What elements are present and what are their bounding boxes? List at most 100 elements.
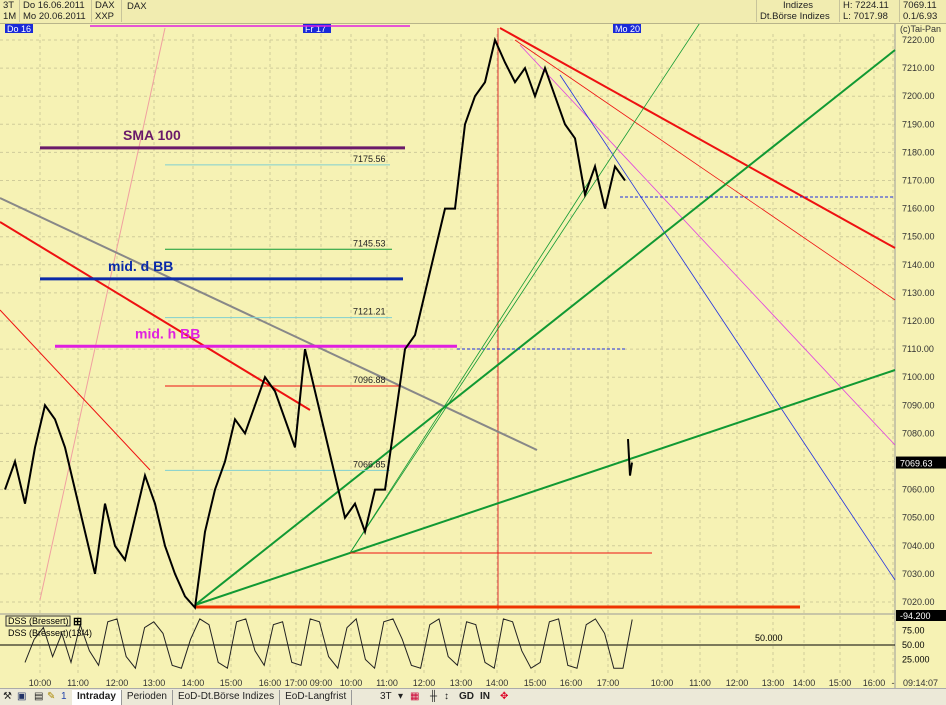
in-button[interactable]: IN [480, 691, 490, 702]
day-marker-bg [303, 24, 331, 33]
price-chart[interactable]: Do 16 Fr 17 Mo 20 7020.00 7030.00 7040.00 7050… [0, 24, 946, 688]
level-label: 7066.85 [353, 459, 386, 469]
time-tick: 12:00 [726, 678, 749, 688]
oscillator-tick: 25.000 [902, 655, 930, 665]
low: L: 7017.98 [840, 11, 900, 22]
updown-icon[interactable]: ↕ [444, 691, 449, 702]
tab-eod-indizes[interactable]: EoD-Dt.Börse Indizes [173, 690, 281, 705]
trend-line [194, 49, 896, 606]
day-marker: Mo 20 [615, 24, 640, 34]
price-tick: 7140.00 [902, 260, 935, 270]
time-tick: 17:00 [285, 678, 308, 688]
day-marker-bg [613, 24, 641, 33]
day-marker: Fr 17 [305, 24, 326, 34]
hammer-icon[interactable]: ⚒ [3, 691, 12, 702]
market: Indizes [756, 0, 840, 11]
tab-perioden[interactable]: Perioden [122, 690, 173, 705]
time-tick: 14:00 [793, 678, 816, 688]
tab-bar: Intraday Perioden EoD-Dt.Börse Indizes E… [72, 690, 353, 705]
day-marker-bg [5, 24, 33, 33]
save-icon[interactable]: ▤ [34, 691, 44, 702]
time-tick: 16:00 [259, 678, 282, 688]
tab-intraday[interactable]: Intraday [72, 690, 122, 705]
price-series [4, 36, 626, 610]
price-tick: 7210.00 [902, 63, 935, 73]
level-label: 7145.53 [353, 238, 386, 248]
time-tick: 15:00 [220, 678, 243, 688]
price-tick: 7150.00 [902, 232, 935, 242]
price-tick: 7080.00 [902, 428, 935, 438]
gd-button[interactable]: GD [459, 691, 474, 702]
chevron-down-icon[interactable]: ▾ [398, 691, 404, 702]
clock: 09:14:07 [903, 678, 938, 688]
trend-line [0, 221, 311, 411]
time-tick: 14:00 [486, 678, 509, 688]
colors-icon[interactable]: ✥ [500, 691, 509, 702]
time-tick: 11:00 [67, 678, 89, 688]
plus-icon: ⊞ [73, 616, 82, 628]
trend-line [514, 39, 896, 301]
price-tick: 7200.00 [902, 91, 935, 101]
time-tick: 17:00 [597, 678, 620, 688]
annotation-label: SMA 100 [123, 127, 181, 143]
time-tick: 10:00 [29, 678, 52, 688]
chart-title: DAX [127, 1, 147, 12]
exchange-code: XXP [92, 11, 122, 22]
oscillator-value-box [896, 610, 946, 621]
time-tick: 10:00 [340, 678, 363, 688]
time-tick: 13:00 [143, 678, 166, 688]
price-tick: 7130.00 [902, 288, 935, 298]
oscillator-tick: 50.00 [902, 640, 925, 650]
price-tick: 7190.00 [902, 119, 935, 129]
annotation-label: mid. d BB [108, 258, 173, 274]
change: 0.1/6.93 [903, 11, 938, 22]
trend-line [349, 179, 591, 554]
time-tick: 10:00 [651, 678, 674, 688]
oscillator-name: DSS (Bressert) [8, 616, 69, 626]
trend-line [194, 369, 896, 606]
price-tick: 7040.00 [902, 541, 935, 551]
end-date: Mo 20.06.2011 [20, 11, 92, 22]
price-tick: 7050.00 [902, 513, 935, 523]
trend-line [39, 27, 166, 601]
price-tick: 7100.00 [902, 372, 935, 382]
tab-eod-langfrist[interactable]: EoD-Langfrist [280, 690, 353, 705]
trend-line [349, 24, 700, 554]
oscillator-box [5, 615, 71, 627]
level-label: 7096.88 [353, 375, 386, 385]
toolbar: ⚒ ▣ ▤ ✎ 1 Intraday Perioden EoD-Dt.Börse… [0, 688, 946, 705]
trend-line [499, 27, 896, 249]
window-icon[interactable]: ▣ [17, 691, 27, 702]
level-label: 7121.21 [353, 307, 386, 317]
time-tick: 12:00 [106, 678, 129, 688]
time-tick: 13:00 [450, 678, 473, 688]
price-tick: 7020.00 [902, 597, 935, 607]
level-label: 7175.56 [353, 154, 386, 164]
candles-icon[interactable]: ╫ [430, 691, 438, 702]
time-tick: 16:00 [560, 678, 583, 688]
time-tick: 15:00 [524, 678, 547, 688]
price-tick: 7090.00 [902, 400, 935, 410]
midline-label: 50.000 [755, 633, 783, 643]
time-tick: 15:00 [829, 678, 852, 688]
pencil-icon[interactable]: ✎ [47, 691, 56, 702]
price-tick: 7220.00 [902, 35, 935, 45]
high: H: 7224.11 [840, 0, 900, 11]
symbol: DAX [92, 0, 122, 11]
trend-line [559, 74, 896, 581]
oscillator-params: DSS (Bressert)(13/4) [8, 628, 92, 638]
price-tick: 7120.00 [902, 316, 935, 326]
time-tick: 09:00 [310, 678, 333, 688]
oscillator-series [24, 617, 633, 670]
price-series-today [627, 438, 633, 476]
trend-line [0, 197, 538, 451]
chart-type-icon[interactable]: ▦ [410, 691, 420, 702]
time-tick: 11:00 [376, 678, 398, 688]
period-select[interactable]: 3T [380, 691, 392, 702]
current-price-box [896, 456, 946, 469]
exchange: Dt.Börse Indizes [756, 11, 840, 22]
current-price: 7069.63 [900, 459, 933, 469]
chart-header: 3T Do 16.06.2011 DAX DAX 1M Mo 20.06.201… [0, 0, 946, 24]
period-label: 3T [0, 0, 20, 11]
layer-number: 1 [61, 691, 67, 702]
